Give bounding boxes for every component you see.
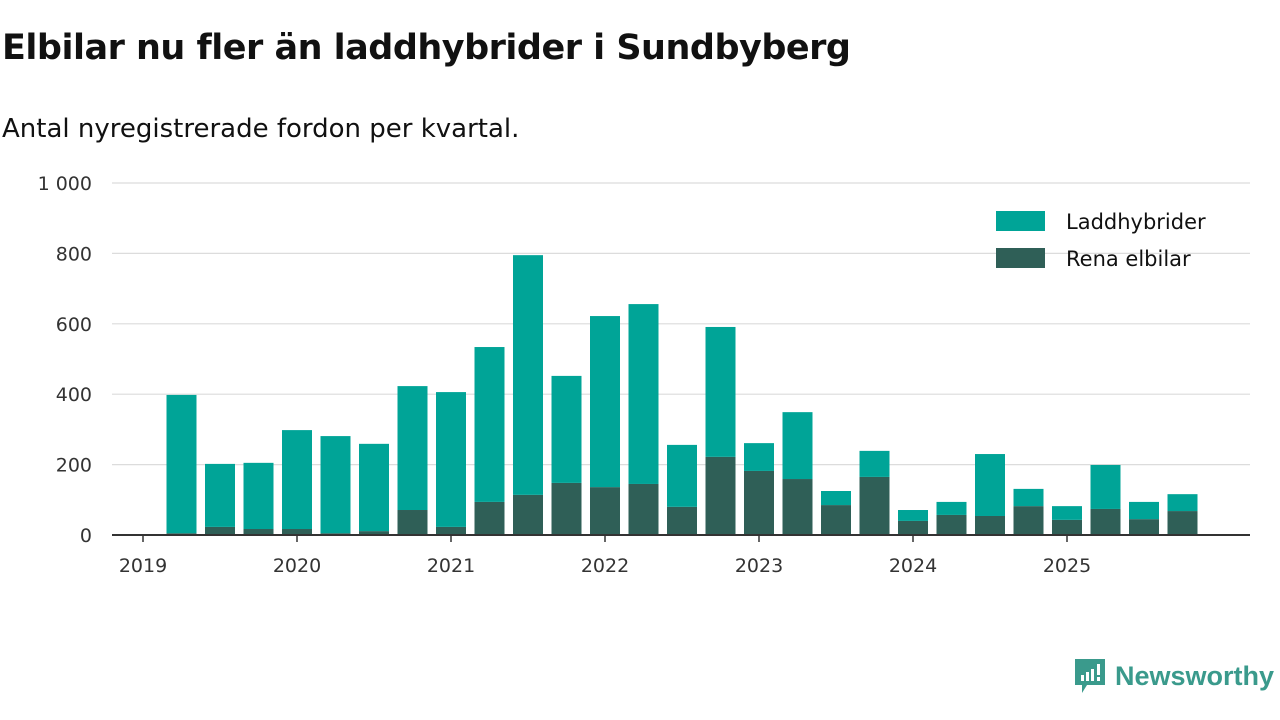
bar-rena-elbilar — [1013, 506, 1044, 535]
bar-laddhybrider — [590, 316, 620, 488]
x-tick-label: 2022 — [581, 555, 629, 577]
bar-laddhybrider — [320, 436, 351, 534]
bar-rena-elbilar — [590, 487, 620, 535]
bar-laddhybrider — [821, 491, 851, 506]
legend-swatch — [996, 248, 1045, 268]
x-tick-label: 2023 — [735, 555, 783, 577]
legend-label: Rena elbilar — [1066, 247, 1191, 271]
brand-name: Newsworthy — [1115, 660, 1275, 691]
y-tick-label: 1 000 — [38, 173, 92, 195]
bar-rena-elbilar — [936, 514, 967, 535]
x-tick-label: 2024 — [889, 555, 937, 577]
bar-laddhybrider — [1167, 494, 1198, 512]
bar-laddhybrider — [628, 304, 659, 484]
bar-laddhybrider — [205, 463, 235, 527]
x-tick-label: 2025 — [1043, 555, 1091, 577]
y-tick-label: 0 — [80, 525, 92, 547]
bar-laddhybrider — [975, 454, 1005, 516]
bar-rena-elbilar — [782, 479, 813, 535]
bar-laddhybrider — [667, 444, 697, 507]
x-tick-label: 2020 — [273, 555, 321, 577]
bar-rena-elbilar — [628, 483, 659, 535]
bar-laddhybrider — [166, 394, 197, 534]
bar-laddhybrider — [782, 412, 813, 480]
bar-laddhybrider — [936, 501, 967, 515]
bar-laddhybrider — [397, 386, 428, 511]
legend-swatch — [996, 211, 1045, 231]
bar-laddhybrider — [1013, 488, 1044, 507]
chart-title: Elbilar nu fler än laddhybrider i Sundby… — [2, 28, 851, 68]
bar-laddhybrider — [1052, 506, 1082, 520]
bar-laddhybrider — [513, 255, 543, 495]
bar-rena-elbilar — [667, 506, 697, 535]
bar-rena-elbilar — [243, 529, 274, 535]
bar-rena-elbilar — [513, 494, 543, 535]
legend-label: Laddhybrider — [1066, 210, 1206, 234]
bar-rena-elbilar — [821, 505, 851, 535]
bar-rena-elbilar — [1129, 519, 1159, 535]
chart-subtitle: Antal nyregistrerade fordon per kvartal. — [2, 114, 520, 144]
bar-rena-elbilar — [859, 476, 890, 535]
bar-laddhybrider — [1129, 501, 1159, 520]
y-tick-label: 400 — [56, 384, 92, 406]
bar-rena-elbilar — [474, 501, 505, 535]
bar-rena-elbilar — [397, 510, 428, 535]
bar-laddhybrider — [436, 392, 466, 527]
bar-rena-elbilar — [436, 526, 466, 535]
bar-rena-elbilar — [205, 526, 235, 535]
y-tick-label: 800 — [56, 243, 92, 265]
newsworthy-logo-icon — [1075, 659, 1105, 693]
legend: Laddhybrider Rena elbilar — [996, 210, 1206, 271]
bar-rena-elbilar — [1090, 508, 1121, 535]
bar-rena-elbilar — [1167, 511, 1198, 535]
bar-laddhybrider — [359, 443, 389, 532]
bar-laddhybrider — [1090, 464, 1121, 509]
bar-rena-elbilar — [359, 531, 389, 535]
bar-laddhybrider — [705, 326, 736, 457]
bar-laddhybrider — [744, 443, 774, 471]
bar-laddhybrider — [551, 375, 582, 483]
bar-rena-elbilar — [551, 482, 582, 535]
bar-laddhybrider — [474, 347, 505, 502]
bar-laddhybrider — [898, 510, 928, 521]
bar-rena-elbilar — [975, 515, 1005, 535]
bar-rena-elbilar — [282, 529, 312, 535]
bar-laddhybrider — [282, 430, 312, 530]
y-tick-label: 600 — [56, 314, 92, 336]
bar-rena-elbilar — [898, 520, 928, 535]
x-tick-label: 2021 — [427, 555, 475, 577]
bar-rena-elbilar — [705, 456, 736, 535]
bar-laddhybrider — [243, 462, 274, 530]
x-tick-label: 2019 — [119, 555, 167, 577]
bar-rena-elbilar — [744, 470, 774, 535]
y-tick-label: 200 — [56, 455, 92, 477]
bar-laddhybrider — [859, 450, 890, 477]
newsworthy-logo: Newsworthy — [1073, 657, 1274, 695]
bar-rena-elbilar — [1052, 519, 1082, 535]
